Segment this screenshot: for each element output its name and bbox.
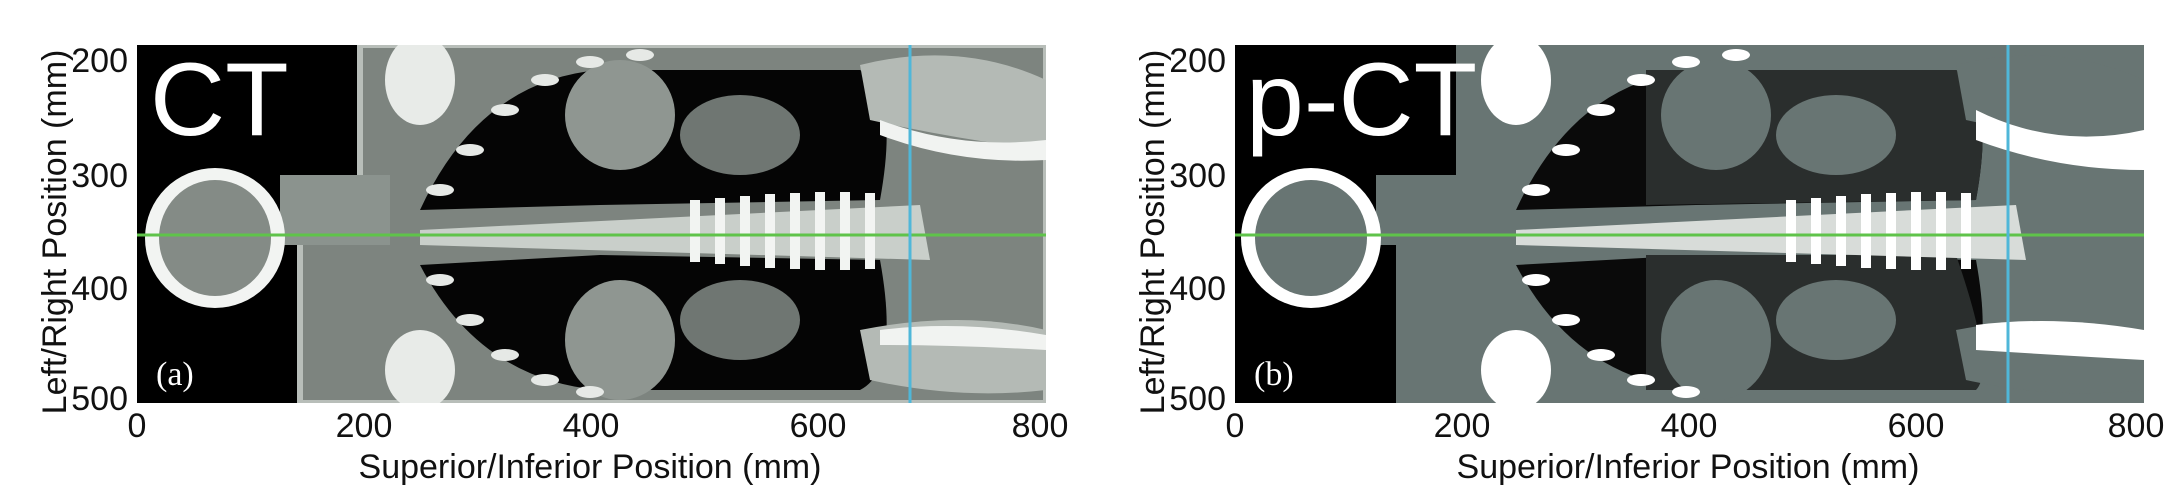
- y-tick-label: 500: [71, 380, 128, 418]
- x-tick-label: 800: [2108, 407, 2165, 445]
- y-axis-label: Left/Right Position (mm): [1134, 50, 1172, 415]
- pct-image: [1235, 45, 2144, 403]
- x-axis-label: Superior/Inferior Position (mm): [359, 448, 822, 486]
- ct-image: [137, 45, 1046, 403]
- panel-tag: (b): [1254, 356, 1294, 393]
- x-tick-label: 600: [1888, 407, 1945, 445]
- x-tick-label: 200: [336, 407, 393, 445]
- x-tick-label: 400: [563, 407, 620, 445]
- x-tick-label: 0: [1226, 407, 1245, 445]
- x-tick-label: 600: [790, 407, 847, 445]
- y-tick-label: 400: [1169, 270, 1226, 308]
- y-tick-label: 400: [71, 270, 128, 308]
- y-tick-label: 300: [71, 157, 128, 195]
- y-tick-label: 200: [71, 42, 128, 80]
- panel-tag: (a): [156, 356, 194, 393]
- y-tick-label: 300: [1169, 157, 1226, 195]
- panel-title: p-CT: [1246, 42, 1477, 158]
- panel-b: p-CT (b) 200 300 400 500 0 200 400 600 8…: [1086, 0, 2172, 502]
- y-axis-label: Left/Right Position (mm): [36, 50, 74, 415]
- x-tick-label: 200: [1434, 407, 1491, 445]
- x-tick-label: 0: [128, 407, 147, 445]
- panel-b-figure: p-CT (b) 200 300 400 500 0 200 400 600 8…: [1134, 42, 2165, 486]
- y-tick-label: 500: [1169, 380, 1226, 418]
- x-axis-label: Superior/Inferior Position (mm): [1457, 448, 1920, 486]
- y-tick-label: 200: [1169, 42, 1226, 80]
- x-tick-label: 400: [1661, 407, 1718, 445]
- x-tick-label: 800: [1012, 407, 1069, 445]
- panel-a: CT (a) 200 300 400 500 0 200 400 600 800…: [36, 42, 1069, 486]
- panel-a-figure: CT (a) 200 300 400 500 0 200 400 600 800…: [36, 42, 1069, 486]
- panel-title: CT: [150, 42, 289, 158]
